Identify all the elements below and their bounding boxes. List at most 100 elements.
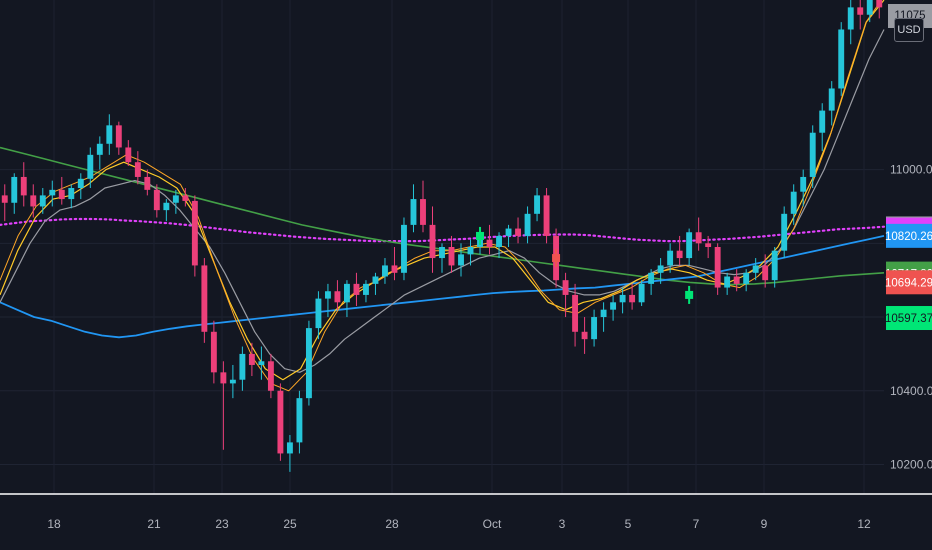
- time-tick-label: 7: [693, 517, 700, 531]
- candle-body: [676, 250, 683, 259]
- candle-body: [439, 247, 445, 259]
- candle-body: [163, 202, 170, 211]
- candle-body: [210, 331, 217, 373]
- indicator-line: [0, 235, 885, 339]
- candle-body: [524, 213, 531, 236]
- time-tick-label: 28: [385, 517, 399, 531]
- candle-body: [790, 191, 797, 214]
- candle-body: [172, 195, 179, 203]
- candle-body: [714, 247, 721, 288]
- currency-badge[interactable]: USD: [894, 18, 924, 42]
- candle-body: [239, 353, 246, 380]
- candle-body: [638, 283, 645, 303]
- candle-body: [876, 0, 883, 8]
- candle-body: [353, 283, 360, 295]
- candle-body: [515, 228, 521, 236]
- candle-body: [467, 247, 474, 255]
- candle-body: [258, 361, 265, 365]
- candle-body: [191, 200, 198, 266]
- candle-body: [267, 361, 274, 391]
- time-tick-label: 21: [147, 517, 161, 531]
- candle-body: [125, 147, 132, 163]
- candle-body: [401, 224, 407, 273]
- candle-body: [277, 390, 284, 454]
- candle-body: [657, 265, 664, 273]
- candle-body: [733, 276, 740, 284]
- candle-body: [58, 189, 65, 200]
- candle-body: [838, 29, 845, 89]
- price-tags: 10840.2910837.1410820.2610717.8010694.29…: [885, 216, 932, 331]
- candlesticks: [1, 0, 883, 472]
- candle-body: [96, 143, 103, 155]
- candle-body: [762, 265, 769, 281]
- candle-body: [305, 328, 312, 399]
- candle-body: [363, 283, 369, 295]
- candle-body: [847, 7, 854, 30]
- candle-body: [743, 272, 750, 284]
- price-tag-label: 10820.26: [885, 231, 932, 243]
- candle-body: [695, 232, 702, 244]
- candle-body: [49, 189, 56, 196]
- candle-body: [828, 88, 835, 111]
- candle-body: [667, 250, 674, 266]
- candle-body: [182, 195, 189, 201]
- candle-body: [543, 195, 550, 236]
- candle-body: [572, 294, 579, 332]
- candle-body: [619, 294, 626, 303]
- candle-body: [391, 265, 398, 273]
- candle-body: [866, 0, 873, 15]
- price-tag-label: 10597.37: [885, 313, 932, 325]
- candle-body: [857, 7, 864, 15]
- time-tick-label: 5: [625, 517, 632, 531]
- time-tick-label: 25: [283, 517, 297, 531]
- time-tick-label: Oct: [483, 517, 502, 531]
- candle-body: [705, 243, 712, 247]
- time-tick-label: 23: [215, 517, 229, 531]
- candle-body: [87, 154, 94, 179]
- candle-body: [343, 283, 350, 303]
- signal-markers: [476, 226, 694, 304]
- price-tag-label: 10694.29: [885, 277, 932, 289]
- candle-body: [220, 372, 227, 384]
- candle-body: [486, 239, 493, 247]
- candle-body: [686, 232, 693, 259]
- candle-body: [296, 398, 303, 443]
- candle-body: [562, 280, 569, 295]
- grid-lines: [0, 0, 884, 494]
- candle-body: [134, 162, 141, 177]
- candle-body: [144, 176, 151, 190]
- candle-body: [610, 302, 617, 310]
- candle-body: [30, 195, 37, 207]
- candle-body: [382, 265, 388, 277]
- candle-body: [20, 176, 27, 196]
- candle-body: [286, 442, 293, 454]
- candle-body: [448, 247, 455, 266]
- candle-body: [410, 199, 417, 225]
- candle-body: [1, 195, 8, 203]
- candle-body: [648, 272, 655, 284]
- candle-body: [629, 294, 636, 303]
- price-tick-label: 11000.00: [890, 163, 932, 177]
- time-axis[interactable]: 18 21 23 25 28 Oct 3 5 7 9 12: [47, 517, 871, 531]
- candle-body: [324, 291, 331, 299]
- time-tick-label: 18: [47, 517, 61, 531]
- time-tick-label: 9: [761, 517, 768, 531]
- time-tick-label: 12: [857, 517, 871, 531]
- candle-body: [77, 178, 84, 189]
- candle-body: [11, 176, 18, 203]
- candle-body: [581, 331, 588, 340]
- candle-body: [229, 379, 236, 384]
- candle-body: [39, 195, 46, 207]
- candle-body: [201, 265, 208, 332]
- candle-body: [115, 125, 122, 148]
- price-tick-label: 10400.00: [890, 384, 932, 398]
- candle-body: [600, 309, 607, 318]
- price-tick-label: 10200.00: [890, 458, 932, 472]
- candle-body: [724, 276, 731, 288]
- candle-body: [68, 188, 75, 200]
- candle-body: [372, 276, 379, 284]
- candle-body: [429, 224, 436, 259]
- price-tag: [886, 270, 932, 295]
